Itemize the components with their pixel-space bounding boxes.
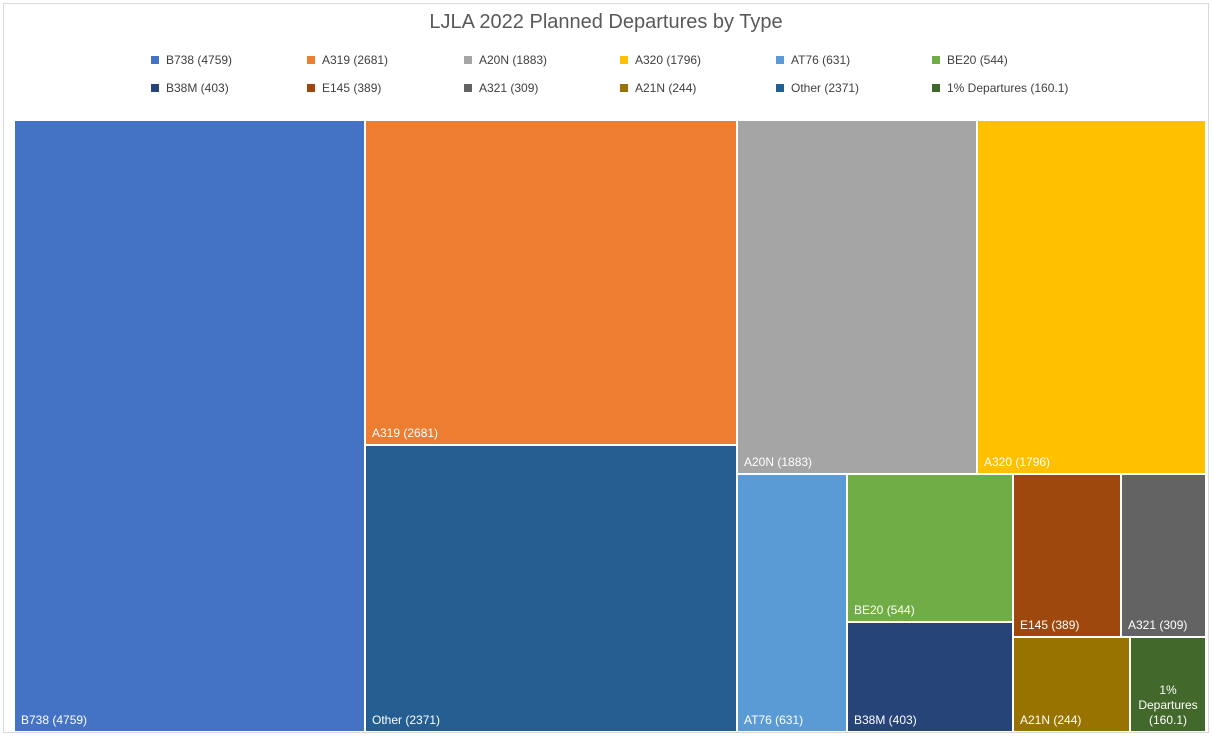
tile-label: A320 (1796) — [984, 455, 1051, 469]
legend-swatch — [464, 84, 472, 92]
treemap-tile: A320 (1796) — [977, 120, 1206, 474]
tile-label: A21N (244) — [1020, 713, 1082, 727]
legend-swatch — [776, 56, 784, 64]
legend-swatch — [932, 56, 940, 64]
legend-label: A319 (2681) — [322, 53, 389, 67]
treemap-tile: Other (2371) — [365, 445, 737, 732]
treemap-tile: A319 (2681) — [365, 120, 737, 445]
treemap-tile: E145 (389) — [1013, 474, 1121, 637]
tile-label: A319 (2681) — [372, 426, 439, 440]
treemap-tile: 1% Departures (160.1) — [1130, 637, 1206, 732]
legend-label: B738 (4759) — [166, 53, 233, 67]
treemap-tile: A21N (244) — [1013, 637, 1130, 732]
legend-label: A21N (244) — [635, 81, 697, 95]
tile-label: E145 (389) — [1020, 618, 1080, 632]
legend-label: E145 (389) — [322, 81, 382, 95]
treemap-tile: A321 (309) — [1121, 474, 1206, 637]
tile-label: B38M (403) — [854, 713, 917, 727]
treemap-tile: B38M (403) — [847, 622, 1013, 732]
legend-label: Other (2371) — [791, 81, 860, 95]
legend-swatch — [620, 56, 628, 64]
legend-swatch — [151, 84, 159, 92]
legend-swatch — [151, 56, 159, 64]
tile-label: BE20 (544) — [854, 603, 915, 617]
tile-label: AT76 (631) — [744, 713, 804, 727]
legend-swatch — [307, 56, 315, 64]
legend-swatch — [307, 84, 315, 92]
legend-swatch — [464, 56, 472, 64]
tile-label: A321 (309) — [1128, 618, 1188, 632]
legend-label: B38M (403) — [166, 81, 229, 95]
tile-label: A20N (1883) — [744, 455, 813, 469]
legend-label: A321 (309) — [479, 81, 539, 95]
legend-swatch — [620, 84, 628, 92]
legend-label: A20N (1883) — [479, 53, 548, 67]
tile-label: Other (2371) — [372, 713, 441, 727]
legend: B738 (4759) A319 (2681) A20N (1883) A320 (1… — [0, 0, 1212, 110]
treemap-tile: B738 (4759) — [14, 120, 365, 732]
treemap-tile: BE20 (544) — [847, 474, 1013, 622]
chart-title: LJLA 2022 Planned Departures by Type — [429, 11, 783, 33]
tile-label: B738 (4759) — [21, 713, 88, 727]
treemap-tile: AT76 (631) — [737, 474, 847, 732]
tile-label: 1% Departures (160.1) — [1138, 683, 1198, 727]
legend-label: 1% Departures (160.1) — [947, 81, 1069, 95]
legend-label: A320 (1796) — [635, 53, 702, 67]
legend-label: AT76 (631) — [791, 53, 851, 67]
treemap-tile: A20N (1883) — [737, 120, 977, 474]
legend-label: BE20 (544) — [947, 53, 1008, 67]
legend-swatch — [776, 84, 784, 92]
legend-swatch — [932, 84, 940, 92]
